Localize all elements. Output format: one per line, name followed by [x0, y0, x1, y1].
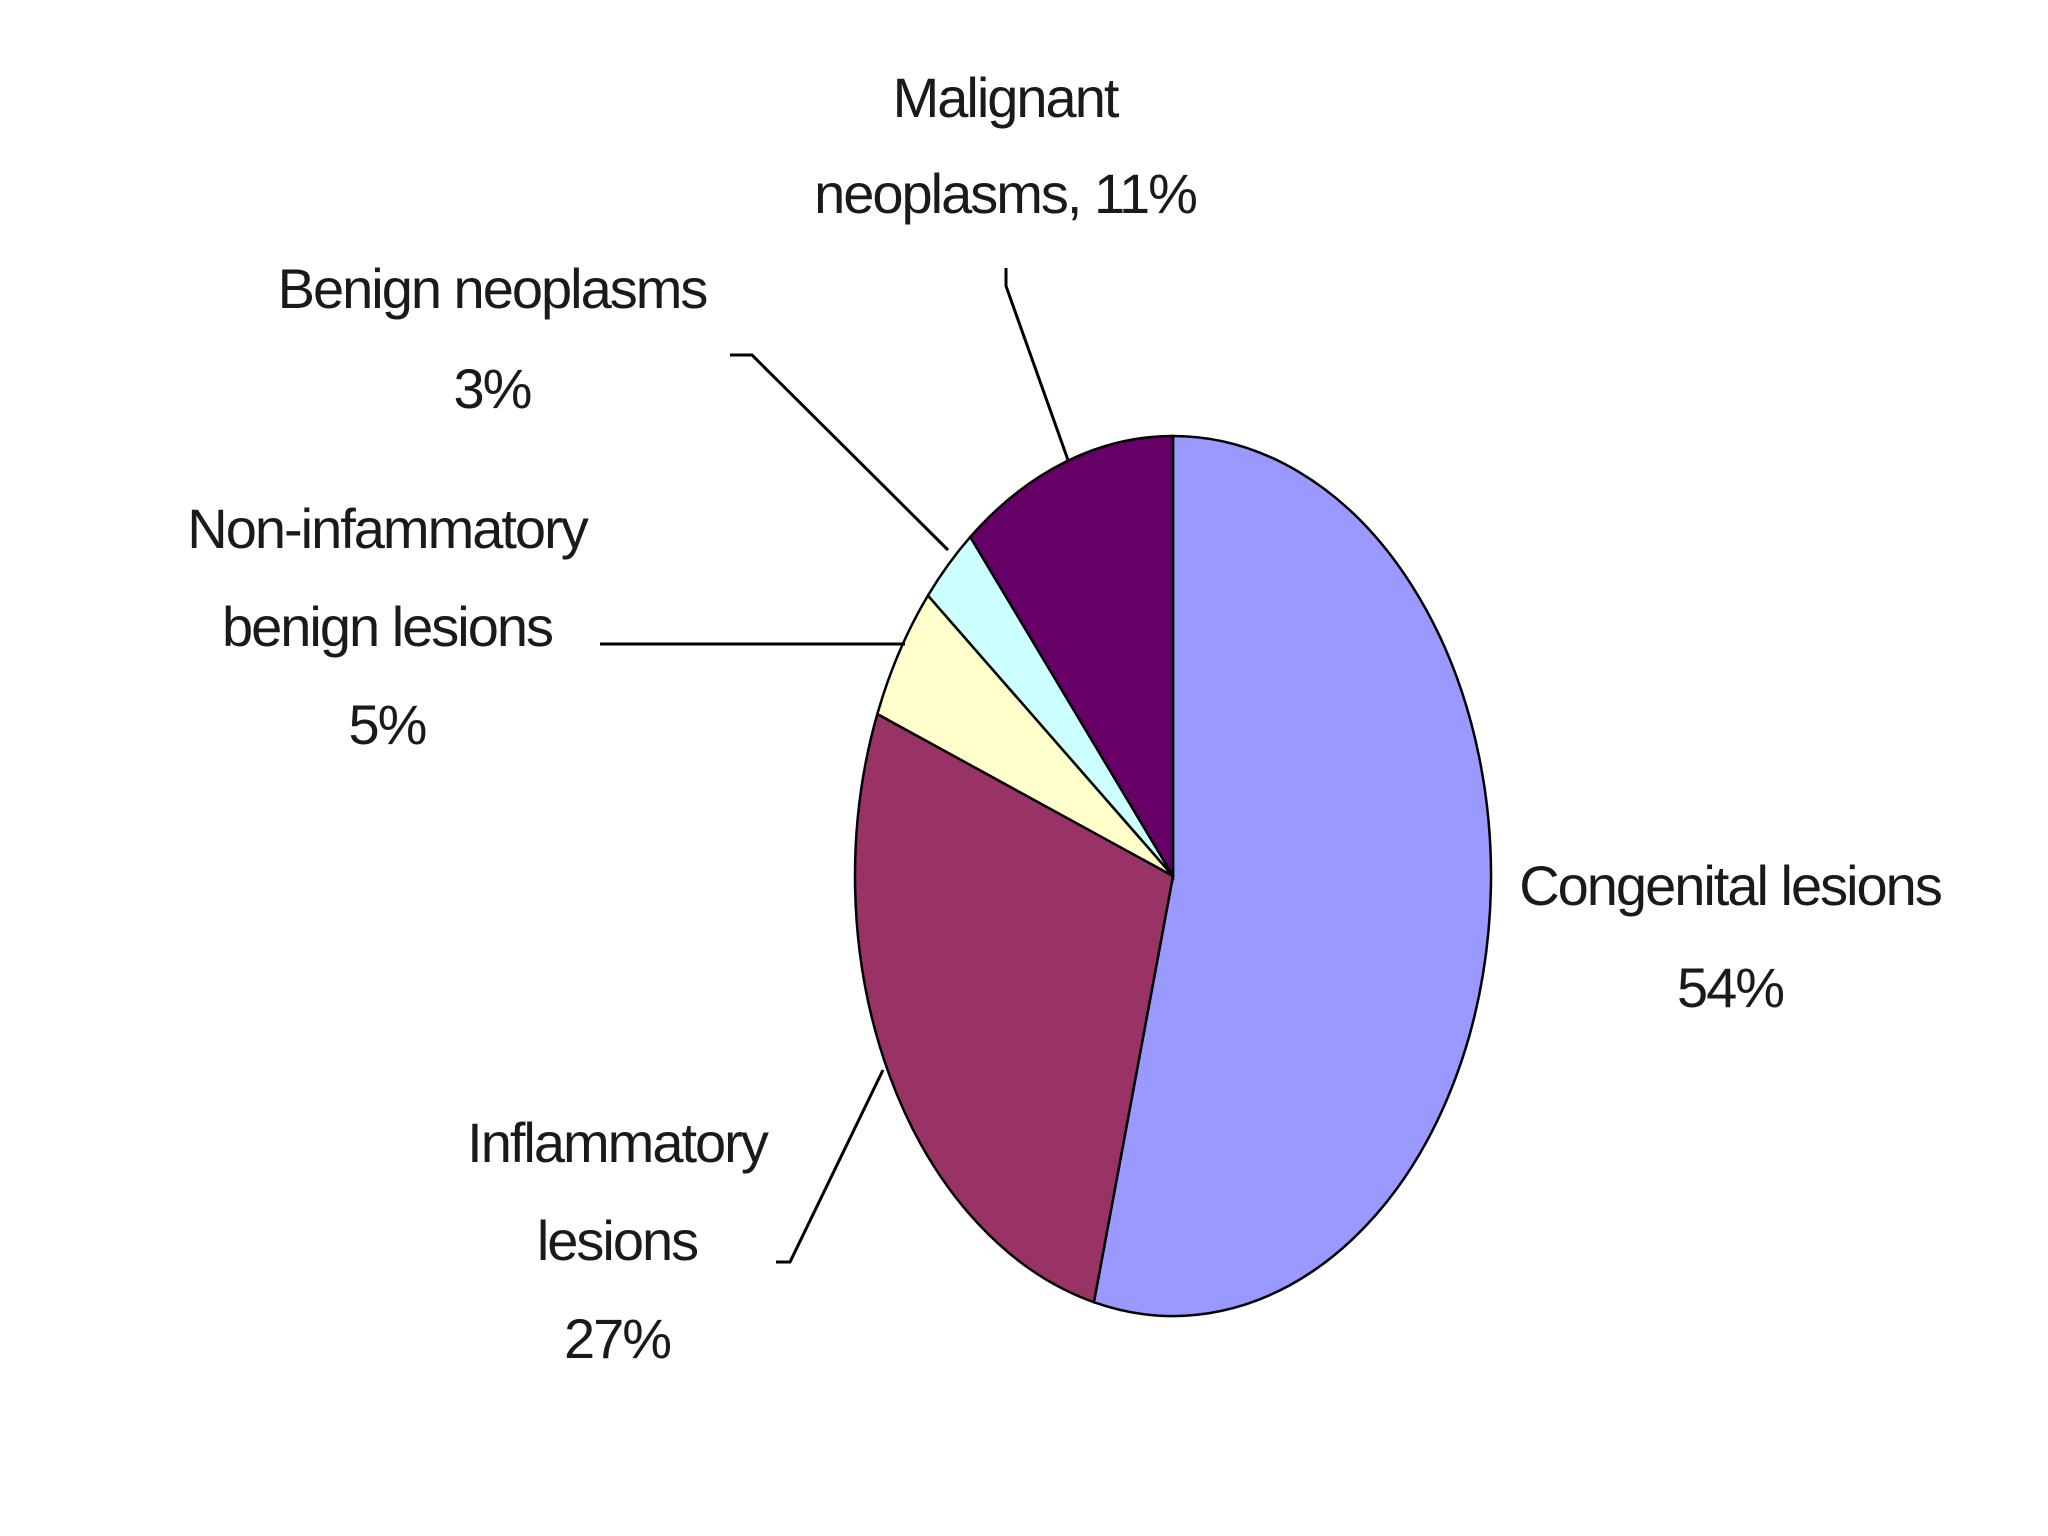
- label-congenital-line-1: 54%: [1677, 956, 1783, 1019]
- pie-slice-inflammatory: [853, 712, 1175, 1304]
- leader-line-malignant: [1004, 268, 1070, 461]
- label-congenital: Congenital lesions 54%: [1519, 854, 1941, 1019]
- label-benign: Benign neoplasms 3%: [278, 257, 707, 420]
- leader-line-benign: [730, 353, 950, 552]
- label-noninflammatory-line-0: Non-infammatory: [187, 497, 588, 560]
- label-noninflammatory-line-1: benign lesions: [222, 595, 552, 658]
- label-inflammatory-line-1: lesions: [537, 1209, 697, 1272]
- leader-line-inflammatory: [776, 1069, 885, 1264]
- label-inflammatory: Inflammatory lesions 27%: [467, 1111, 769, 1370]
- label-inflammatory-line-0: Inflammatory: [467, 1111, 769, 1174]
- leader-lines: [600, 268, 1070, 1264]
- label-malignant-line-1: neoplasms, 11%: [814, 162, 1196, 225]
- pie-slice-congenital: [1092, 434, 1493, 1318]
- label-noninflammatory-line-2: 5%: [349, 693, 426, 756]
- pie-slices: [853, 434, 1493, 1318]
- label-benign-line-1: 3%: [454, 357, 531, 420]
- slice-labels: Congenital lesions 54% Inflammatory lesions…: [187, 66, 1943, 1370]
- label-noninflammatory: Non-infammatory benign lesions 5%: [187, 497, 588, 756]
- label-malignant: Malignant neoplasms, 11%: [814, 66, 1196, 225]
- label-congenital-line-0: Congenital lesions: [1519, 854, 1941, 917]
- label-inflammatory-line-2: 27%: [564, 1307, 670, 1370]
- label-benign-line-0: Benign neoplasms: [278, 257, 707, 320]
- label-malignant-line-0: Malignant: [893, 66, 1120, 129]
- pie-slice-malignant: [968, 434, 1175, 881]
